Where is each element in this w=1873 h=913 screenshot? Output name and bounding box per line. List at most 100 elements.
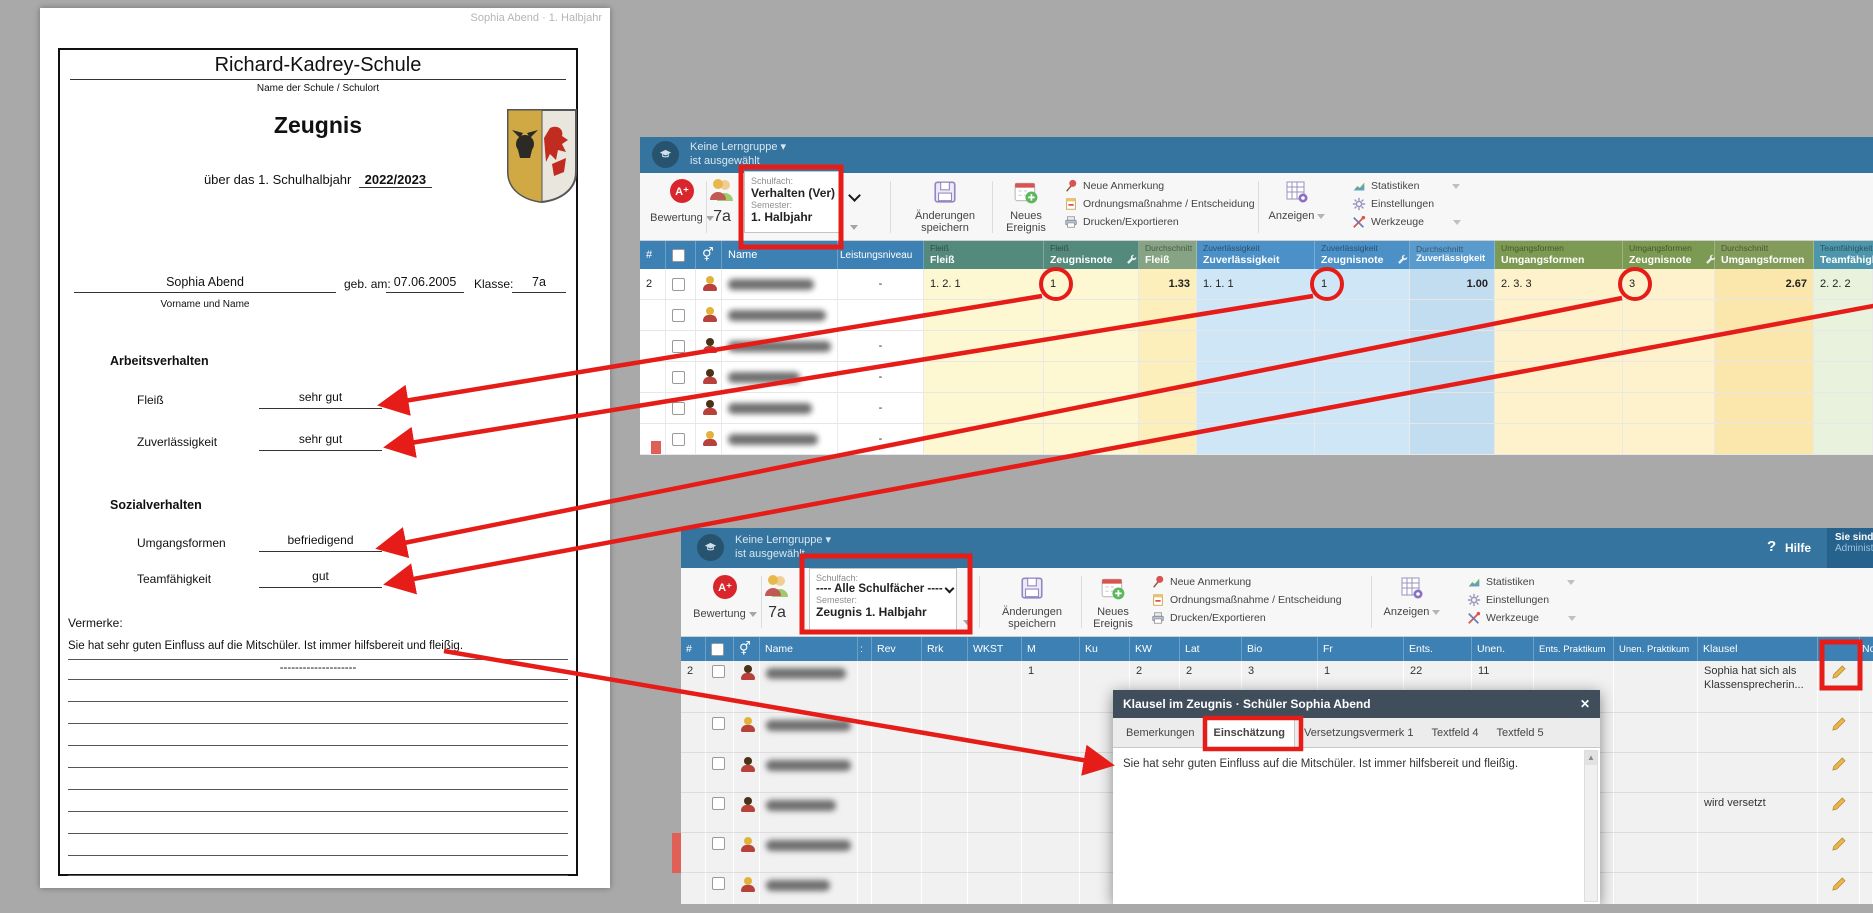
row-checkbox[interactable] [712, 797, 725, 810]
tab-bemerkungen[interactable]: Bemerkungen [1126, 726, 1195, 739]
column-header-lat[interactable]: Lat [1180, 637, 1242, 661]
schulfach-selector[interactable]: Schulfach: ---- Alle Schulfächer ---- Se… [809, 568, 957, 632]
werkzeuge-button[interactable]: Werkzeuge [1352, 215, 1461, 229]
column-header-durchschnitt-umgangsformen[interactable]: Durchschnitt Umgangsformen [1715, 241, 1814, 269]
column-header-ents-praktikum[interactable]: Ents. Praktikum [1534, 637, 1614, 661]
new-event-button[interactable]: Neues Ereignis [1085, 575, 1141, 630]
help-button[interactable]: Hilfe [1785, 541, 1812, 555]
column-header-durchschnitt-fleiss[interactable]: Durchschnitt Fleiß [1139, 241, 1197, 269]
student-row[interactable]: - [640, 424, 1873, 455]
lerngruppe-icon[interactable] [697, 534, 724, 561]
student-row[interactable] [640, 300, 1873, 331]
ordnungsmassnahme-button[interactable]: Ordnungsmaßnahme / Entscheidung [1151, 593, 1342, 607]
lerngruppe-icon[interactable] [652, 141, 679, 168]
column-header-wkst[interactable]: WKST [968, 637, 1022, 661]
select-all-checkbox[interactable] [666, 241, 696, 269]
ordnungsmassnahme-button[interactable]: Ordnungsmaßnahme / Entscheidung [1064, 197, 1255, 211]
column-header-umgangsformen[interactable]: Umgangsformen Umgangsformen [1495, 241, 1623, 269]
column-header-m[interactable]: M [1022, 637, 1080, 661]
column-header-num[interactable]: # [640, 241, 666, 269]
lerngruppe-title[interactable]: Keine Lerngruppe ▾ [690, 141, 787, 153]
tab-textfeld4[interactable]: Textfeld 4 [1431, 726, 1479, 739]
klausel-cell[interactable]: wird versetzt [1698, 793, 1818, 833]
column-header-klausel[interactable]: Klausel [1698, 637, 1818, 661]
tab-textfeld5[interactable]: Textfeld 5 [1496, 726, 1544, 739]
dialog-body-text[interactable]: Sie hat sehr guten Einfluss auf die Mits… [1123, 758, 1519, 770]
column-header-noten[interactable]: Not [1860, 637, 1873, 661]
column-header-name[interactable]: Name [760, 637, 858, 661]
edit-klausel-button[interactable] [1818, 753, 1860, 793]
class-selector[interactable]: 7a [757, 573, 797, 622]
student-row[interactable]: - [640, 362, 1873, 393]
column-header-unen[interactable]: Unen. [1472, 637, 1534, 661]
row-checkbox[interactable] [712, 757, 725, 770]
lerngruppe-title[interactable]: Keine Lerngruppe ▾ [735, 534, 832, 546]
column-header-leistungsniveau[interactable]: Leistungsniveau [838, 241, 924, 269]
dialog-titlebar[interactable]: Klausel im Zeugnis · Schüler Sophia Aben… [1113, 690, 1600, 718]
row-checkbox[interactable] [712, 717, 725, 730]
tab-versetzungsvermerk[interactable]: Versetzungsvermerk 1 [1304, 726, 1414, 739]
edit-klausel-button[interactable] [1818, 873, 1860, 904]
row-checkbox[interactable] [672, 370, 685, 384]
row-checkbox[interactable] [712, 837, 725, 850]
column-header-unen-praktikum[interactable]: Unen. Praktikum [1614, 637, 1698, 661]
anzeigen-button[interactable]: Anzeigen [1381, 575, 1443, 618]
column-header-rev[interactable]: Rev [872, 637, 922, 661]
row-checkbox[interactable] [672, 339, 685, 353]
bewertung-button[interactable]: A⁺ Bewertung [693, 575, 757, 620]
help-question-icon[interactable]: ? [1767, 538, 1777, 555]
close-icon[interactable]: ✕ [1579, 697, 1590, 711]
edit-klausel-button[interactable] [1818, 661, 1860, 713]
column-header-ents[interactable]: Ents. [1404, 637, 1472, 661]
werkzeuge-button[interactable]: Werkzeuge [1467, 611, 1576, 625]
logged-in-user-badge[interactable]: Sie sind ang Administrat [1827, 528, 1873, 568]
row-checkbox[interactable] [712, 665, 725, 678]
semester-dropdown-arrow[interactable] [963, 620, 971, 625]
gender-column-icon[interactable]: ⚥ [734, 637, 760, 661]
statistiken-button[interactable]: Statistiken [1467, 575, 1576, 589]
schulfach-expand-chevron[interactable] [848, 189, 861, 202]
column-header-colon[interactable]: : [858, 637, 872, 661]
column-header-durchschnitt-zuverlaessigkeit[interactable]: Durchschnitt Zuverlässigkeit [1410, 241, 1495, 269]
edit-klausel-button[interactable] [1818, 713, 1860, 753]
bewertung-button[interactable]: A⁺ Bewertung [650, 179, 714, 224]
row-checkbox[interactable] [672, 432, 685, 446]
statistiken-button[interactable]: Statistiken [1352, 179, 1461, 193]
new-annotation-button[interactable]: Neue Anmerkung [1064, 179, 1164, 193]
print-export-button[interactable]: Drucken/Exportieren [1151, 611, 1266, 625]
column-header-fleiss[interactable]: Fleiß Fleiß [924, 241, 1044, 269]
class-selector[interactable]: 7a [702, 177, 742, 226]
column-header-fleiss-zeugnisnote[interactable]: Fleiß Zeugnisnote [1044, 241, 1139, 269]
dialog-scrollbar[interactable]: ▲ [1584, 750, 1598, 902]
column-header-ku[interactable]: Ku [1080, 637, 1130, 661]
schulfach-selector[interactable]: Schulfach: Verhalten (Ver) Semester: 1. … [744, 171, 842, 233]
row-checkbox[interactable] [672, 277, 685, 291]
new-annotation-button[interactable]: Neue Anmerkung [1151, 575, 1251, 589]
save-button[interactable]: Änderungen speichern [987, 575, 1077, 630]
semester-dropdown-arrow[interactable] [850, 225, 858, 230]
student-row[interactable]: 2 - 1. 2. 1 1 1.33 1. 1. 1 1 1.00 2. 3. … [640, 269, 1873, 300]
column-header-name[interactable]: Name [722, 241, 838, 269]
print-export-button[interactable]: Drucken/Exportieren [1064, 215, 1179, 229]
edit-klausel-button[interactable] [1818, 833, 1860, 873]
column-header-num[interactable]: # [681, 637, 706, 661]
column-header-zuverlaessigkeit[interactable]: Zuverlässigkeit Zuverlässigkeit [1197, 241, 1315, 269]
select-all-checkbox[interactable] [706, 637, 734, 661]
einstellungen-button[interactable]: Einstellungen [1467, 593, 1549, 607]
column-header-teamfaehigkeit[interactable]: TeamfähigkeitTeamfähigkeit [1814, 241, 1873, 269]
column-header-zuverlaessigkeit-zeugnisnote[interactable]: Zuverlässigkeit Zeugnisnote [1315, 241, 1410, 269]
anzeigen-button[interactable]: Anzeigen [1266, 179, 1328, 222]
new-event-button[interactable]: Neues Ereignis [998, 179, 1054, 234]
einstellungen-button[interactable]: Einstellungen [1352, 197, 1434, 211]
column-header-bio[interactable]: Bio [1242, 637, 1318, 661]
edit-klausel-button[interactable] [1818, 793, 1860, 833]
column-header-kw[interactable]: KW [1130, 637, 1180, 661]
student-row[interactable]: - [640, 393, 1873, 424]
tab-einschaetzung[interactable]: Einschätzung [1203, 718, 1296, 748]
row-checkbox[interactable] [672, 401, 685, 415]
column-header-fr[interactable]: Fr [1318, 637, 1404, 661]
save-button[interactable]: Änderungen speichern [900, 179, 990, 234]
row-checkbox[interactable] [712, 877, 725, 890]
scroll-up-icon[interactable]: ▲ [1585, 751, 1597, 765]
gender-column-icon[interactable]: ⚥ [696, 241, 722, 269]
